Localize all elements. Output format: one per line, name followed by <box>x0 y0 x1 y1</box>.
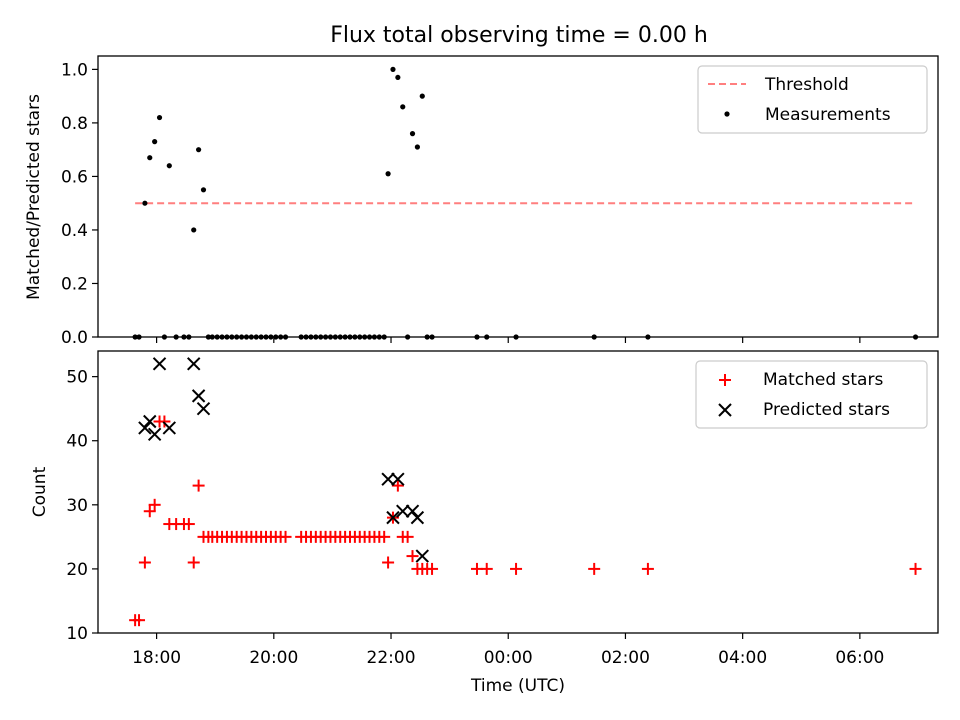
count-y-tick-label: 20 <box>66 560 88 580</box>
predicted-star-point <box>391 472 405 486</box>
measurement-point <box>166 163 172 169</box>
matched-legend-swatch <box>719 374 731 386</box>
matched-star-point <box>641 562 654 575</box>
matched-star-point <box>382 556 395 569</box>
matched-star-point <box>378 530 391 543</box>
measurement-point <box>385 171 391 177</box>
count-axes: 10 20 30 40 50 18:00 20:00 22:00 00:00 02:00 04:00… <box>66 368 884 668</box>
matched-star-point <box>391 479 404 492</box>
measurement-point <box>142 200 148 206</box>
matched-star-point <box>187 556 200 569</box>
predicted-star-point <box>196 401 211 416</box>
measurements-legend-swatch <box>724 111 730 117</box>
count-y-tick-label: 10 <box>66 624 88 644</box>
ratio-y-tick-label: 0.0 <box>61 328 88 348</box>
count-x-tick-label: 00:00 <box>484 648 533 668</box>
matched-star-point <box>426 562 439 575</box>
count-legend-box <box>695 360 928 429</box>
measurement-point <box>152 139 158 145</box>
matched-star-point <box>182 518 195 531</box>
predicted-legend-label: Predicted stars <box>763 400 890 420</box>
matched-star-point <box>406 550 419 563</box>
count-y-tick-label: 40 <box>66 432 88 452</box>
count-panel: 10 20 30 40 50 18:00 20:00 22:00 00:00 02:00 04:00… <box>30 350 939 696</box>
ratio-axes: 0.0 0.2 0.4 0.6 0.8 1.0 <box>61 60 861 348</box>
ratio-y-tick-label: 0.4 <box>61 221 88 241</box>
count-plot-area <box>129 357 922 627</box>
matched-star-point <box>158 415 171 428</box>
matched-star-point <box>138 556 151 569</box>
measurement-point <box>200 187 207 193</box>
ratio-y-tick-label: 1.0 <box>61 60 88 80</box>
predicted-star-point <box>381 472 395 486</box>
predicted-legend-swatch <box>718 403 732 417</box>
matched-legend-label: Matched stars <box>763 370 883 390</box>
count-x-tick-label: 02:00 <box>601 648 650 668</box>
measurement-point <box>196 147 202 153</box>
measurement-point <box>419 93 425 99</box>
predicted-star-point <box>152 357 167 371</box>
count-y-tick-label: 30 <box>66 496 88 516</box>
matched-star-point <box>143 505 156 518</box>
count-x-tick-label: 04:00 <box>718 648 767 668</box>
ratio-y-tick-label: 0.2 <box>61 274 88 294</box>
ratio-legend: Threshold Measurements <box>697 65 928 134</box>
matched-star-point <box>192 479 205 492</box>
predicted-star-point <box>143 414 157 429</box>
measurement-point <box>147 155 153 161</box>
predicted-star-point <box>405 504 420 518</box>
predicted-star-point <box>162 421 177 435</box>
matched-star-point <box>401 530 414 543</box>
measurement-point <box>414 144 420 150</box>
ratio-axes-frame <box>97 55 939 338</box>
measurements-legend-label: Measurements <box>765 105 891 125</box>
measurement-point <box>191 227 197 233</box>
predicted-star-point <box>147 427 162 442</box>
ratio-y-axis-label: Matched/Predicted stars <box>24 94 44 300</box>
matched-star-point <box>909 562 922 575</box>
count-legend: Matched stars Predicted stars <box>695 360 928 429</box>
count-y-tick-label: 50 <box>66 368 88 388</box>
ratio-panel: 0.0 0.2 0.4 0.6 0.8 1.0 Matched/Predicted sta… <box>24 55 939 348</box>
predicted-star-point <box>410 510 425 525</box>
matched-star-point <box>133 614 146 627</box>
count-x-tick-label: 06:00 <box>835 648 884 668</box>
predicted-star-point <box>138 421 152 435</box>
predicted-star-point <box>415 549 429 563</box>
measurement-point <box>409 131 416 137</box>
matched-star-point <box>480 562 493 575</box>
measurement-point <box>156 114 163 121</box>
ratio-y-tick-label: 0.8 <box>61 114 88 134</box>
ratio-legend-box <box>697 65 928 134</box>
count-axes-frame <box>97 350 939 634</box>
matched-star-point <box>510 562 523 575</box>
predicted-star-point <box>396 504 410 518</box>
predicted-star-point <box>187 357 201 371</box>
measurement-point <box>395 74 401 81</box>
figure-title: Flux total observing time = 0.00 h <box>330 23 708 48</box>
count-x-tick-label: 22:00 <box>367 648 416 668</box>
predicted-star-point <box>191 389 206 403</box>
x-axis-label: Time (UTC) <box>470 676 565 696</box>
threshold-legend-label: Threshold <box>764 75 849 95</box>
matched-star-point <box>148 498 161 511</box>
predicted-star-point <box>386 510 400 525</box>
ratio-y-tick-label: 0.6 <box>61 167 88 187</box>
matched-star-point <box>588 562 601 575</box>
measurement-point <box>400 104 406 110</box>
count-x-tick-label: 18:00 <box>132 648 181 668</box>
matched-star-point <box>279 530 292 543</box>
count-x-tick-label: 20:00 <box>249 648 298 668</box>
count-y-axis-label: Count <box>30 466 50 517</box>
measurement-point <box>390 66 396 72</box>
